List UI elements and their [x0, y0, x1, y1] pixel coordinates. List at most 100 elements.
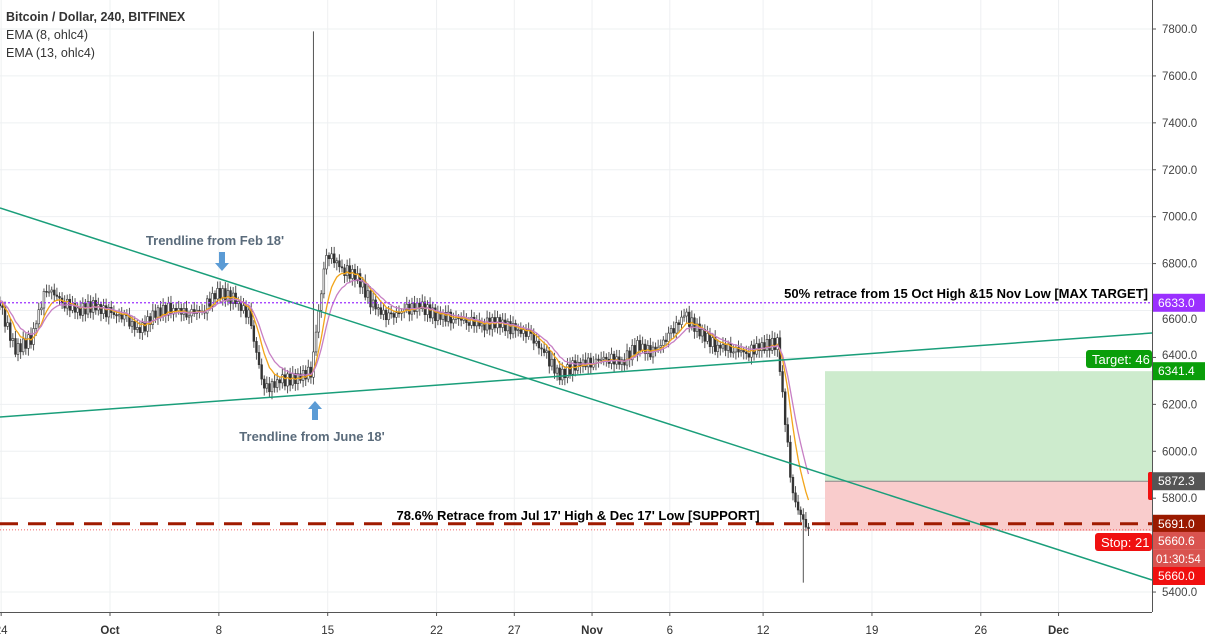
x-tick-label: Oct: [100, 625, 119, 637]
candle-down: [483, 322, 486, 331]
candle-down: [439, 312, 442, 320]
candle-up: [81, 302, 85, 316]
candle-down: [252, 325, 256, 342]
candle-up: [516, 329, 520, 332]
candle-down: [589, 357, 593, 368]
candle-up: [371, 299, 375, 308]
candle-down: [638, 340, 642, 351]
candle-down: [263, 378, 266, 389]
candle-up: [602, 356, 605, 360]
candle-up: [356, 273, 359, 282]
candle-down: [563, 368, 567, 379]
candle-up: [631, 345, 634, 361]
candle-up: [506, 321, 510, 332]
candle-down: [747, 353, 751, 358]
candle-down: [758, 343, 761, 352]
y-tick-label: 6200.0: [1162, 399, 1197, 411]
candle-down: [340, 266, 344, 269]
candle-down: [58, 296, 61, 299]
y-tick-label: 7800.0: [1162, 24, 1197, 36]
arrow-down-icon: [215, 252, 229, 271]
candle-down: [384, 309, 388, 321]
candle-down: [120, 314, 123, 320]
ema-8-legend[interactable]: EMA (8, ohlc4): [6, 28, 88, 42]
candle-down: [392, 313, 395, 318]
candle-down: [45, 290, 48, 293]
candle-up: [270, 381, 274, 393]
candle-down: [804, 519, 808, 528]
candle-up: [47, 291, 51, 294]
candle-down: [159, 307, 162, 317]
candle-down: [449, 311, 453, 324]
candle-down: [94, 300, 97, 311]
candle-up: [641, 343, 644, 351]
x-tick-label: 26: [974, 625, 987, 637]
ema-13-legend[interactable]: EMA (13, ohlc4): [6, 46, 95, 60]
candle-down: [379, 307, 383, 315]
candle-down: [623, 359, 626, 366]
candle-up: [307, 366, 310, 380]
candle-down: [112, 312, 116, 315]
candle-up: [42, 290, 46, 309]
trendline-june: [0, 332, 1153, 418]
symbol-title[interactable]: Bitcoin / Dollar, 240, BITFINEX: [6, 10, 186, 24]
candle-down: [781, 371, 784, 393]
candle-up: [40, 307, 43, 311]
candle-down: [540, 347, 543, 350]
candle-up: [732, 351, 735, 354]
candle-down: [213, 293, 217, 300]
support-price-tag: [1153, 514, 1205, 533]
x-tick-label: Dec: [1048, 625, 1070, 637]
candle-up: [107, 306, 110, 318]
candle-up: [431, 307, 434, 319]
candle-up: [387, 312, 390, 321]
candle-down: [79, 307, 82, 316]
candle-up: [739, 350, 743, 353]
candle-up: [123, 314, 126, 320]
candle-down: [633, 345, 637, 355]
candle-down: [19, 343, 22, 353]
countdown-tag: [1153, 549, 1205, 568]
candle-down: [786, 424, 789, 443]
candle-down: [338, 260, 341, 268]
candle-down: [574, 360, 577, 371]
x-tick-label: 27: [508, 625, 521, 637]
candle-down: [299, 373, 302, 381]
candle-up: [6, 322, 9, 327]
candle-down: [519, 329, 523, 334]
candle-up: [286, 373, 289, 387]
candle-down: [133, 320, 136, 330]
ema-8-line: [0, 271, 810, 501]
candle-up: [211, 293, 214, 307]
candle-down: [273, 381, 276, 388]
candle-down: [713, 337, 717, 352]
candle-up: [136, 327, 139, 330]
candle-up: [680, 316, 683, 325]
candle-up: [312, 351, 315, 378]
candle-up: [436, 312, 440, 322]
candle-up: [659, 345, 662, 348]
candle-down: [413, 303, 416, 312]
candle-down: [773, 337, 777, 350]
candle-down: [327, 255, 331, 260]
candle-down: [698, 323, 701, 337]
candle-up: [599, 358, 603, 361]
max-target-label: 50% retrace from 15 Oct High &15 Nov Low…: [784, 286, 1148, 301]
candle-down: [14, 338, 17, 355]
max-target-price-tag: [1153, 293, 1205, 312]
entry-price-tag: [1153, 472, 1205, 491]
candle-up: [716, 344, 719, 352]
candle-up: [377, 307, 380, 310]
chart-legend: Bitcoin / Dollar, 240, BITFINEX EMA (8, …: [6, 8, 185, 62]
candle-down: [55, 294, 59, 297]
support-price-tag-text: 5691.0: [1158, 517, 1195, 531]
candle-up: [682, 315, 686, 318]
candle-up: [34, 323, 38, 329]
candle-up: [760, 342, 764, 352]
candle-up: [770, 337, 774, 351]
candle-up: [470, 316, 473, 326]
candle-up: [242, 305, 245, 311]
candle-down: [278, 379, 281, 384]
